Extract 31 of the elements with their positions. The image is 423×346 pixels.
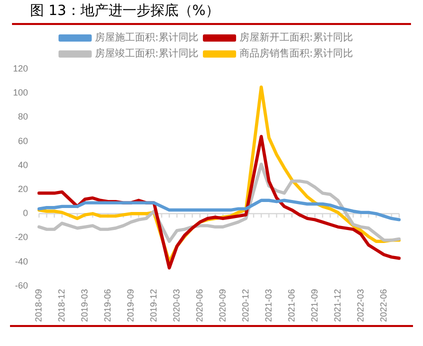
x-tick-label: 2018-09 [34,288,44,322]
x-tick-label: 2020-12 [240,288,250,322]
x-tick-label: 2019-03 [79,288,90,322]
y-tick-label: -60 [15,280,28,290]
x-tick-label: 2021-06 [286,288,296,322]
y-tick-label: 120 [12,63,28,74]
x-tick-label: 2020-09 [217,288,228,322]
legend-label: 房屋新开工面积:累计同比 [240,32,353,44]
legend-label: 房屋施工面积:累计同比 [95,32,199,44]
y-tick-label: 20 [18,184,28,194]
x-tick-label: 2021-03 [263,288,274,322]
y-tick-label: 0 [23,208,28,218]
x-tick-label: 2022-06 [378,288,388,322]
y-tick-label: 60 [18,136,28,146]
x-tick-label: 2022-03 [355,288,366,322]
x-tick-label: 2019-06 [102,288,112,322]
y-tick-label: 40 [18,160,28,170]
x-tick-label: 2020-06 [194,288,204,322]
y-tick-label: -20 [15,232,28,242]
y-tick-label: 80 [18,112,28,122]
x-tick-label: 2020-03 [171,288,182,322]
legend-label: 商品房销售面积:累计同比 [240,48,353,60]
y-tick-label: 100 [12,88,28,98]
chart-title: 图 13：地产进一步探底（%） [12,0,411,25]
x-tick-label: 2019-09 [125,288,136,322]
legend-label: 房屋竣工面积:累计同比 [95,48,199,60]
x-tick-label: 2018-12 [56,288,66,322]
x-tick-label: 2021-09 [309,288,320,322]
y-tick-label: -40 [15,256,28,266]
x-tick-label: 2019-12 [148,288,158,322]
x-tick-label: 2021-12 [332,288,342,322]
